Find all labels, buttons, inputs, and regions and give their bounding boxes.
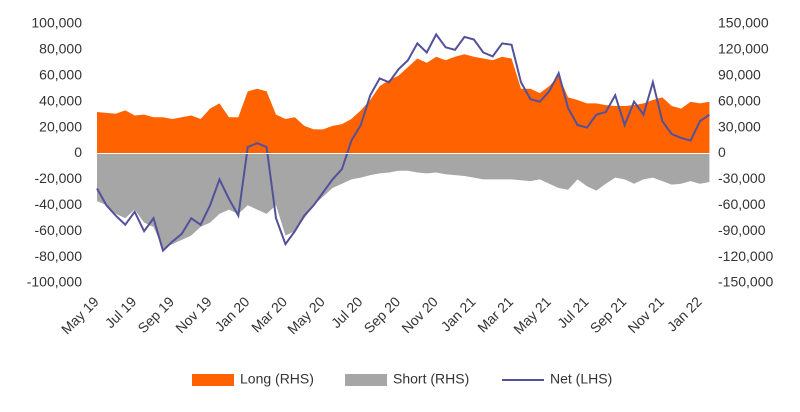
x-tick-label: Sep 21 [587,293,630,336]
x-tick-label: Nov 20 [398,293,441,336]
x-tick-label: Jan 20 [211,293,252,334]
y2-tick-label: 0 [718,144,726,160]
legend-swatch [345,374,387,386]
y-tick-label: 60,000 [39,67,82,83]
x-tick-label: Sep 20 [361,293,404,336]
legend-label: Long (RHS) [240,371,314,387]
y2-tick-label: -150,000 [718,274,773,290]
area [97,153,710,249]
y2-tick-label: 120,000 [718,41,769,57]
y-tick-label: -20,000 [35,170,83,186]
legend-label: Short (RHS) [393,371,469,387]
legend: Long (RHS) Short (RHS) Net (LHS) [192,371,612,387]
y2-tick-label: 60,000 [718,92,761,108]
x-tick-label: Jan 22 [664,293,705,334]
y-tick-label: 0 [74,144,82,160]
y2-tick-label: 90,000 [718,67,761,83]
y-tick-label: 80,000 [39,41,82,57]
x-tick-label: Mar 20 [248,293,290,335]
plot-area [96,32,710,253]
legend-label: Net (LHS) [550,371,612,387]
y-tick-label: -100,000 [27,274,82,290]
y2-tick-label: -120,000 [718,248,773,264]
x-tick-label: May 20 [284,293,328,337]
y-tick-label: -80,000 [35,248,83,264]
legend-swatch [192,374,234,386]
y-tick-label: 20,000 [39,118,82,134]
y-tick-label: 40,000 [39,92,82,108]
y-tick-label: 100,000 [31,15,82,31]
y2-tick-label: -60,000 [718,196,766,212]
y2-tick-label: 30,000 [718,118,761,134]
x-tick-label: Nov 19 [172,293,215,336]
x-tick-label: Jan 21 [438,293,479,334]
x-tick-label: May 19 [58,293,102,337]
x-tick-label: Nov 21 [624,293,667,336]
line [96,32,710,253]
x-tick-label: Mar 21 [474,293,516,335]
y2-tick-label: -90,000 [718,222,766,238]
y2-tick-label: 150,000 [718,15,769,31]
y-tick-label: -40,000 [35,196,83,212]
y-tick-label: -60,000 [35,222,83,238]
x-tick-label: May 21 [510,293,554,337]
x-tick-label: Sep 19 [134,293,177,336]
y2-tick-label: -30,000 [718,170,766,186]
